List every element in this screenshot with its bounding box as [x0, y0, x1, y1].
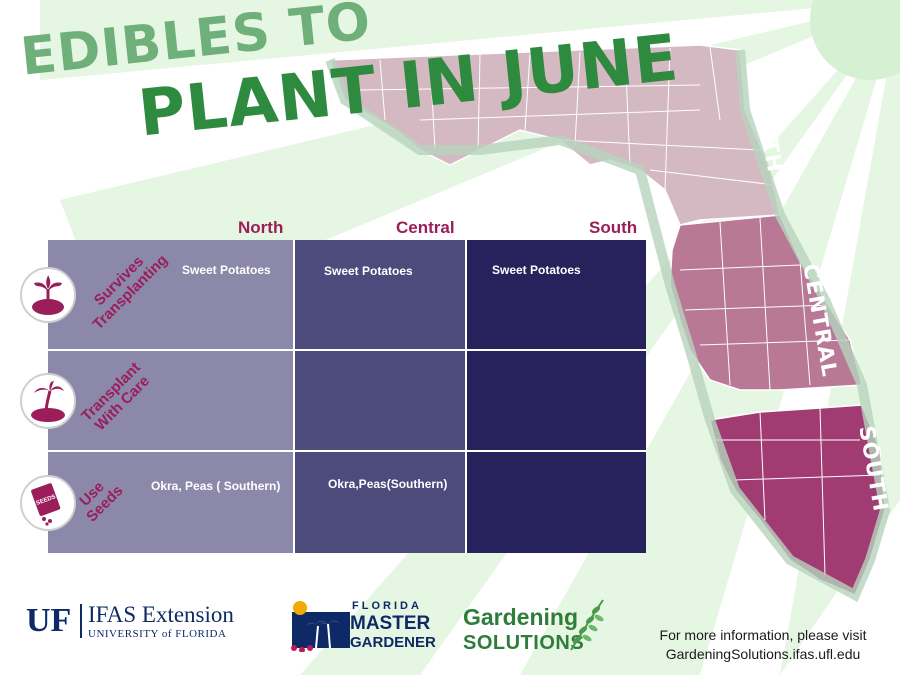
planting-table: Sweet Potatoes Sweet Potatoes Sweet Pota… [48, 240, 646, 553]
mg-line1: FLORIDA [352, 600, 422, 612]
table-cell: Okra, Peas ( Southern) [48, 452, 295, 553]
palm-tree-icon [20, 373, 76, 429]
mg-line2: MASTER [350, 613, 431, 634]
table-cell: Sweet Potatoes [467, 240, 646, 351]
gs-line2: SOLUTIONS [463, 632, 585, 654]
uf-logo-sub: UNIVERSITY of FLORIDA [88, 628, 227, 640]
master-gardener-logo[interactable]: FLORIDA MASTER GARDENER [286, 596, 436, 658]
table-cell: Sweet Potatoes [48, 240, 295, 351]
uf-mark: UF [26, 602, 72, 639]
county-lines-north [359, 46, 776, 191]
column-header-south: South [589, 218, 638, 237]
cell-text: Sweet Potatoes [182, 263, 271, 277]
map-coast-shadow [325, 49, 891, 602]
footer-info: For more information, please visit Garde… [632, 626, 894, 664]
footer-line-1: For more information, please visit [659, 627, 867, 643]
sun-corner [810, 0, 900, 80]
cell-text: Okra, Peas ( Southern) [151, 479, 281, 493]
table-cell [467, 351, 646, 452]
cell-text: Sweet Potatoes [492, 263, 581, 277]
uf-divider [80, 604, 82, 638]
county-lines-central [679, 217, 851, 391]
cell-text: Sweet Potatoes [324, 264, 413, 278]
column-header-north: North [238, 218, 284, 237]
seed-packet-icon: SEEDS [20, 475, 76, 531]
uf-logo-name: IFAS Extension [88, 602, 234, 627]
column-header-central: Central [396, 218, 455, 237]
leaf-sprig-icon [570, 599, 604, 651]
footer-link[interactable]: GardeningSolutions.ifas.ufl.edu [665, 646, 861, 662]
county-lines-south [715, 407, 881, 576]
table-cell [48, 351, 295, 452]
cell-text: Okra,Peas(Southern) [328, 477, 448, 491]
table-cell [295, 351, 467, 452]
sprout-icon [20, 267, 76, 323]
table-cell [467, 452, 646, 553]
table-cell: Okra,Peas(Southern) [295, 452, 467, 553]
gardening-solutions-logo[interactable]: Gardening SOLUTIONS [463, 594, 613, 658]
gs-line1: Gardening [463, 604, 579, 630]
table-cell: Sweet Potatoes [295, 240, 467, 351]
mg-line3: GARDENER [350, 634, 436, 651]
sun-palm-icon [291, 601, 350, 652]
